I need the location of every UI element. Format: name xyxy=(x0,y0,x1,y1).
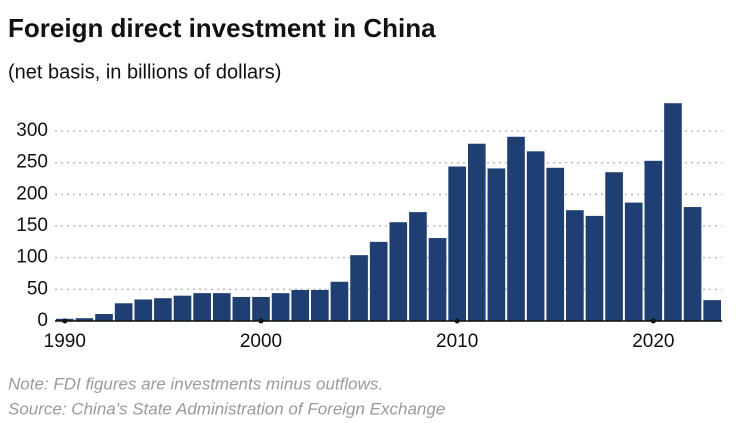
bar xyxy=(644,160,663,321)
x-tick-label: 1990 xyxy=(44,331,86,352)
note: Note: FDI figures are investments minus … xyxy=(8,374,383,393)
bar xyxy=(75,318,94,321)
x-tick-label: 2000 xyxy=(240,331,282,352)
y-tick-label: 50 xyxy=(27,278,48,299)
bar xyxy=(448,166,466,321)
y-tick-label: 300 xyxy=(16,120,48,141)
bar xyxy=(487,168,506,321)
chart-title: Foreign direct investment in China xyxy=(8,13,436,43)
bar xyxy=(605,172,623,321)
bar xyxy=(703,300,722,321)
bar xyxy=(311,289,329,321)
bar xyxy=(683,207,702,321)
x-tick-label: 2010 xyxy=(436,331,478,352)
bar xyxy=(409,212,427,321)
bar xyxy=(212,293,231,321)
bar xyxy=(566,210,584,321)
source: Source: China's State Administration of … xyxy=(8,399,445,418)
y-tick-label: 100 xyxy=(16,247,48,268)
y-tick-label: 250 xyxy=(16,152,48,173)
bar xyxy=(271,293,290,321)
bar xyxy=(428,238,447,321)
x-tick-mark xyxy=(258,318,264,324)
chart-subtitle: (net basis, in billions of dollars) xyxy=(8,61,281,83)
bar xyxy=(193,293,211,321)
bar xyxy=(507,136,525,321)
bar xyxy=(114,303,133,321)
bar xyxy=(330,281,349,321)
bar xyxy=(624,202,643,321)
bar xyxy=(154,298,172,321)
bar xyxy=(173,295,192,321)
bar xyxy=(369,241,388,321)
bar xyxy=(252,296,270,321)
bar xyxy=(389,222,408,321)
x-tick-mark xyxy=(454,318,460,324)
bar xyxy=(134,299,153,321)
y-tick-label: 200 xyxy=(16,183,48,204)
y-tick-label: 0 xyxy=(37,310,48,331)
bar xyxy=(95,314,113,321)
bar xyxy=(546,167,565,321)
x-tick-mark xyxy=(650,318,656,324)
bar xyxy=(526,151,545,321)
bar xyxy=(232,296,251,321)
bar xyxy=(350,255,368,321)
bar xyxy=(585,215,604,321)
bar xyxy=(664,103,682,322)
x-tick-mark xyxy=(62,318,68,324)
x-tick-label: 2020 xyxy=(632,331,674,352)
bar xyxy=(291,289,310,321)
bar xyxy=(467,143,486,321)
y-tick-label: 150 xyxy=(16,215,48,236)
